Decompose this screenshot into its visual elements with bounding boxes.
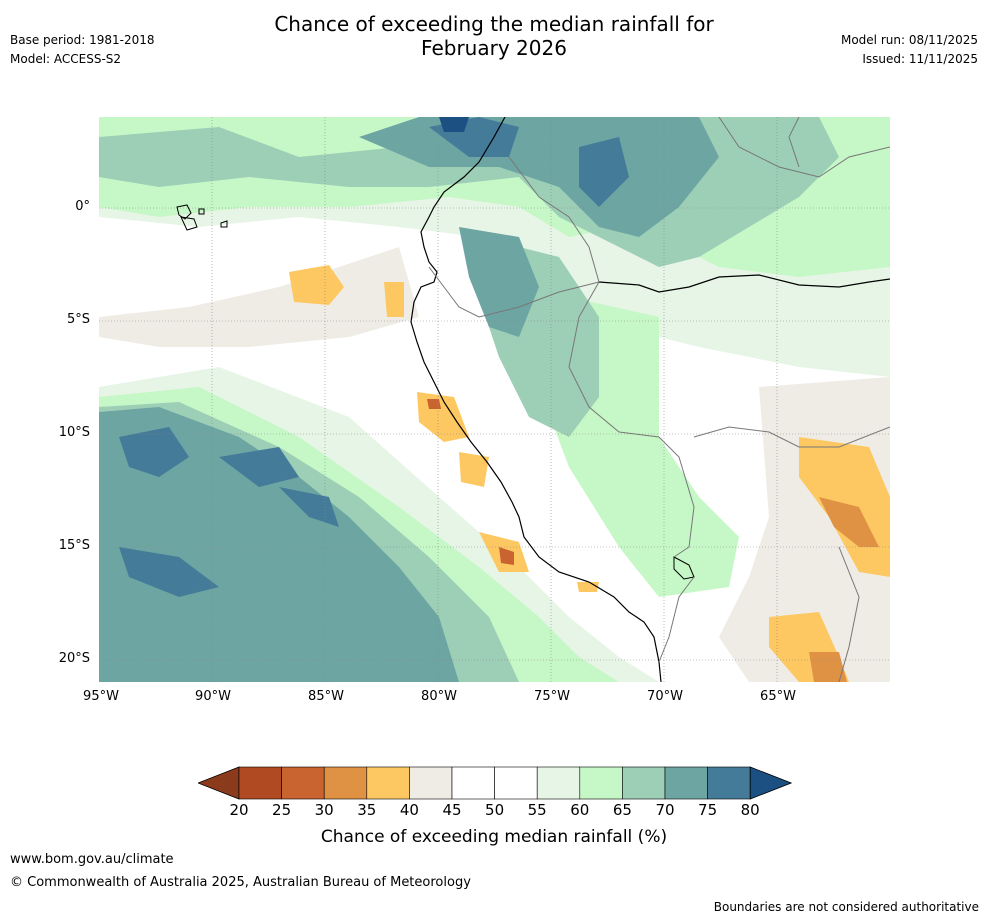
- lon-tick-65w: 65°W: [760, 689, 796, 704]
- region-75-80-f: [279, 487, 339, 527]
- title-line-1: Chance of exceeding the median rainfall …: [274, 12, 714, 36]
- colorbar-tick-label: 25: [272, 801, 292, 819]
- region-40-45-ocean: [99, 247, 419, 347]
- region-above-80: [439, 117, 469, 132]
- colorbar-tick-label: 35: [357, 801, 377, 819]
- region-70-75-north: [359, 117, 719, 237]
- lon-tick-80w: 80°W: [421, 689, 457, 704]
- colorbar-tick-label: 80: [740, 801, 760, 819]
- region-30-35-c: [819, 497, 879, 547]
- lat-tick-0: 0°: [75, 199, 90, 214]
- colorbar-svg: [196, 766, 793, 800]
- region-35-40-h: [577, 582, 599, 592]
- region-30-35-b: [499, 547, 514, 565]
- region-35-40-d: [459, 452, 489, 487]
- colorbar-tick-label: 50: [485, 801, 505, 819]
- colorbar: [196, 766, 793, 804]
- model-name: Model: ACCESS-S2: [10, 52, 122, 66]
- lon-tick-85w: 85°W: [308, 689, 344, 704]
- colorbar-tick-label: 65: [612, 801, 632, 819]
- colorbar-extend-low: [196, 766, 240, 800]
- colorbar-segment: [707, 766, 751, 800]
- lat-tick-20s: 20°S: [58, 651, 90, 666]
- colorbar-segment: [281, 766, 325, 800]
- lon-tick-70w: 70°W: [647, 689, 683, 704]
- country-borders: [428, 117, 890, 682]
- colorbar-tick-label: 75: [698, 801, 718, 819]
- colorbar-tick-label: 30: [314, 801, 334, 819]
- coastline: [410, 117, 662, 682]
- colorbar-segment: [409, 766, 453, 800]
- lon-tick-95w: 95°W: [83, 689, 119, 704]
- colorbar-segment: [451, 766, 495, 800]
- disclaimer: Boundaries are not considered authoritat…: [713, 900, 979, 914]
- region-75-80-e: [119, 547, 219, 597]
- lat-tick-15s: 15°S: [58, 538, 90, 553]
- colorbar-tick-label: 20: [229, 801, 249, 819]
- region-70-75-coast: [459, 227, 539, 337]
- issued-date: Issued: 11/11/2025: [862, 52, 978, 66]
- rainfall-probability-map: [99, 117, 890, 682]
- galapagos-islands: [176, 204, 228, 231]
- title-line-2: February 2026: [421, 36, 567, 60]
- copyright: © Commonwealth of Australia 2025, Austra…: [10, 875, 471, 890]
- lon-tick-90w: 90°W: [195, 689, 231, 704]
- colorbar-segment: [323, 766, 368, 800]
- model-run: Model run: 08/11/2025: [840, 33, 978, 47]
- website-link[interactable]: www.bom.gov.au/climate: [10, 852, 174, 867]
- map-title: Chance of exceeding the median rainfall …: [0, 12, 988, 60]
- colorbar-segment: [579, 766, 623, 800]
- base-period: Base period: 1981-2018: [10, 33, 155, 47]
- region-75-80-b: [579, 137, 629, 207]
- graticule: [99, 117, 890, 682]
- colorbar-segment: [622, 766, 666, 800]
- colorbar-segment: [366, 766, 410, 800]
- map-canvas: [99, 117, 890, 682]
- amazon-river: [598, 274, 890, 293]
- region-30-35-a: [427, 399, 441, 409]
- lat-tick-10s: 10°S: [58, 425, 90, 440]
- colorbar-tick-label: 40: [399, 801, 419, 819]
- colorbar-tick-label: 70: [655, 801, 675, 819]
- colorbar-tick-label: 45: [442, 801, 462, 819]
- lon-tick-75w: 75°W: [534, 689, 570, 704]
- colorbar-segment: [494, 766, 538, 800]
- region-30-35-d: [809, 652, 847, 682]
- colorbar-tick-label: 55: [527, 801, 547, 819]
- region-70-75-south: [99, 407, 459, 682]
- region-35-40-b: [384, 282, 404, 317]
- region-75-80-d: [219, 447, 299, 487]
- colorbar-segment: [664, 766, 708, 800]
- lat-tick-5s: 5°S: [66, 312, 90, 327]
- colorbar-title: Chance of exceeding median rainfall (%): [320, 827, 668, 847]
- colorbar-tick-label: 60: [570, 801, 590, 819]
- region-75-80-c: [119, 427, 189, 477]
- colorbar-segment: [238, 766, 282, 800]
- lake-titicaca: [673, 556, 695, 580]
- colorbar-segment: [536, 766, 581, 800]
- region-35-40-a: [289, 265, 344, 305]
- colorbar-extend-high: [749, 766, 793, 800]
